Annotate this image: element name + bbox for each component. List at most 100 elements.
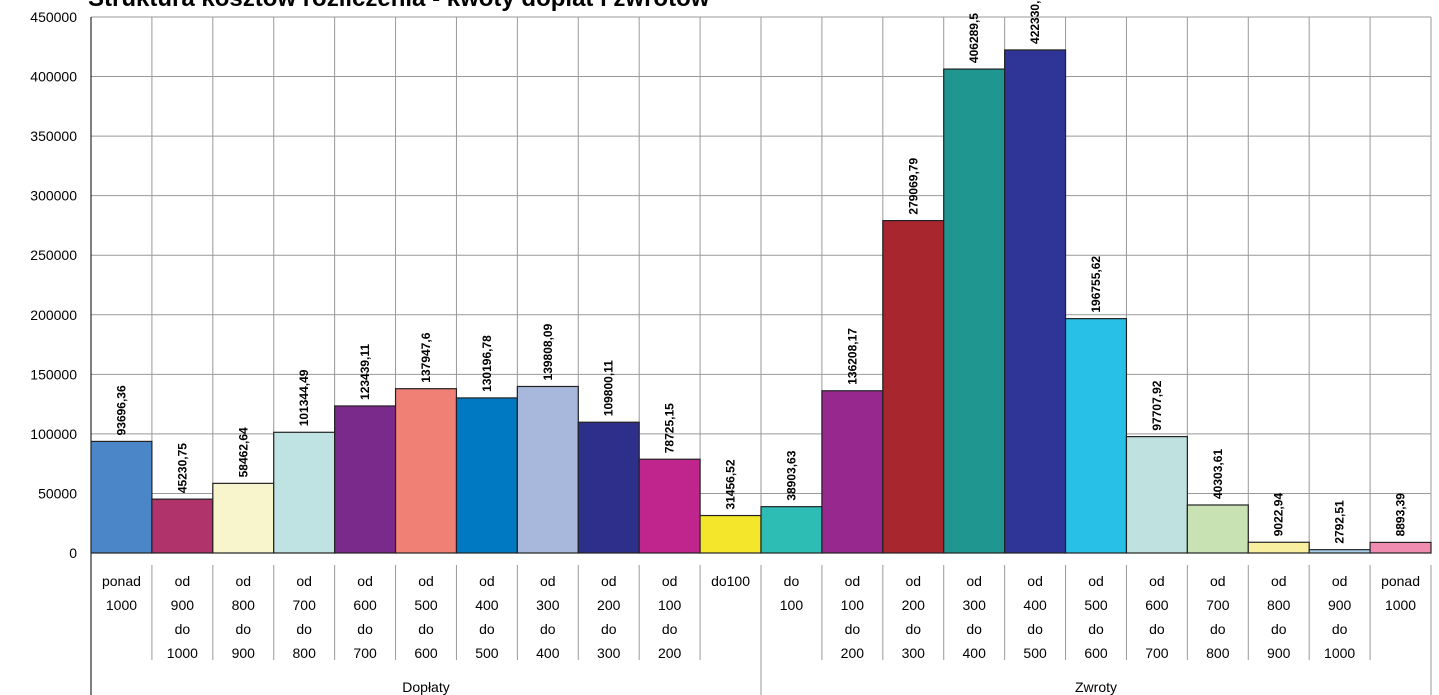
bar (760, 506, 823, 554)
x-tick-label: do (1088, 621, 1104, 637)
group-label: Zwroty (1075, 679, 1117, 695)
y-tick-label: 350000 (30, 128, 77, 144)
y-tick-label: 0 (69, 545, 77, 561)
bar (212, 482, 275, 554)
x-tick-label: 900 (232, 645, 256, 661)
x-tick-label: 1000 (106, 597, 137, 613)
value-label: 136208,17 (845, 328, 859, 385)
value-label: 31456,52 (724, 459, 738, 509)
bar (1308, 549, 1371, 554)
x-tick-label: do (418, 621, 434, 637)
value-label: 130196,78 (480, 335, 494, 392)
chart-title: Struktura kosztów rozliczenia - kwoty do… (88, 0, 710, 12)
x-tick-label: od (1027, 573, 1043, 589)
value-label: 196755,62 (1089, 256, 1103, 313)
value-label: 2792,51 (1333, 500, 1347, 544)
x-tick-label: 200 (658, 645, 682, 661)
x-tick-label: 500 (1084, 597, 1108, 613)
bar (455, 397, 518, 554)
x-tick-label: 800 (1267, 597, 1291, 613)
bar (638, 458, 701, 554)
x-tick-label: 1000 (167, 645, 198, 661)
x-tick-label: od (1271, 573, 1287, 589)
x-tick-label: 700 (293, 597, 317, 613)
x-tick-label: 900 (1267, 645, 1291, 661)
bar (334, 405, 397, 554)
value-label: 137947,6 (419, 332, 433, 382)
bar (1369, 541, 1432, 554)
bar (1125, 436, 1188, 554)
x-tick-label: do (357, 621, 373, 637)
x-tick-label: do (1332, 621, 1348, 637)
value-label: 279069,79 (906, 158, 920, 215)
x-tick-label: do (662, 621, 678, 637)
x-tick-label: do (845, 621, 861, 637)
y-tick-label: 400000 (30, 69, 77, 85)
x-tick-label: do (1149, 621, 1165, 637)
x-tick-label: 1000 (1324, 645, 1355, 661)
x-tick-label: 1000 (1385, 597, 1416, 613)
x-tick-label: od (540, 573, 556, 589)
bar (1186, 504, 1249, 554)
x-tick-label: od (1149, 573, 1165, 589)
x-tick-label: 200 (597, 597, 621, 613)
value-label: 8893,39 (1394, 493, 1408, 537)
x-tick-label: 400 (536, 645, 560, 661)
x-tick-label: do (966, 621, 982, 637)
x-tick-label: 200 (902, 597, 926, 613)
x-tick-label: 300 (902, 645, 926, 661)
value-label: 93696,36 (114, 385, 128, 435)
x-tick-label: do (235, 621, 251, 637)
group-label: Dopłaty (402, 679, 449, 695)
x-tick-label: 500 (475, 645, 499, 661)
x-tick-label: 800 (1206, 645, 1230, 661)
x-tick-label: 300 (963, 597, 987, 613)
x-tick-label: ponad (102, 573, 141, 589)
x-tick-label: 700 (1145, 645, 1169, 661)
y-tick-label: 450000 (30, 9, 77, 25)
value-label: 109800,11 (602, 360, 616, 416)
y-tick-label: 150000 (30, 366, 77, 382)
x-tick-label: od (175, 573, 191, 589)
x-tick-label: 500 (1023, 645, 1047, 661)
value-label: 101344,49 (297, 369, 311, 426)
x-tick-label: 700 (353, 645, 377, 661)
x-tick-label: do (905, 621, 921, 637)
x-tick-label: 800 (232, 597, 256, 613)
x-tick-label: od (357, 573, 373, 589)
x-tick-label: 900 (171, 597, 195, 613)
x-tick-label: 100 (841, 597, 865, 613)
x-tick-label: 900 (1328, 597, 1352, 613)
x-tick-label: 300 (536, 597, 560, 613)
x-tick-label: 200 (841, 645, 865, 661)
value-label: 406289,5 (967, 13, 981, 63)
bar (577, 421, 640, 554)
y-tick-label: 300000 (30, 188, 77, 204)
x-tick-label: 400 (1023, 597, 1047, 613)
x-tick-label: od (845, 573, 861, 589)
x-tick-label: 600 (353, 597, 377, 613)
x-tick-label: do (540, 621, 556, 637)
x-tick-label: od (418, 573, 434, 589)
y-tick-label: 100000 (30, 426, 77, 442)
x-tick-label: do100 (711, 573, 750, 589)
x-tick-label: do (1210, 621, 1226, 637)
bar (943, 68, 1006, 554)
x-tick-label: 100 (780, 597, 804, 613)
x-tick-label: od (966, 573, 982, 589)
y-tick-label: 250000 (30, 247, 77, 263)
x-tick-label: do (175, 621, 191, 637)
value-label: 40303,61 (1211, 449, 1225, 499)
bar (273, 431, 336, 554)
bar (699, 514, 762, 554)
bar (516, 385, 579, 554)
x-tick-label: 500 (414, 597, 438, 613)
x-tick-label: 400 (475, 597, 499, 613)
x-tick-label: od (662, 573, 678, 589)
bar (1064, 318, 1128, 554)
value-label: 58462,64 (236, 427, 250, 477)
bar (394, 388, 458, 554)
value-label: 139808,09 (541, 323, 555, 380)
x-tick-label: od (1088, 573, 1104, 589)
x-tick-label: od (479, 573, 495, 589)
